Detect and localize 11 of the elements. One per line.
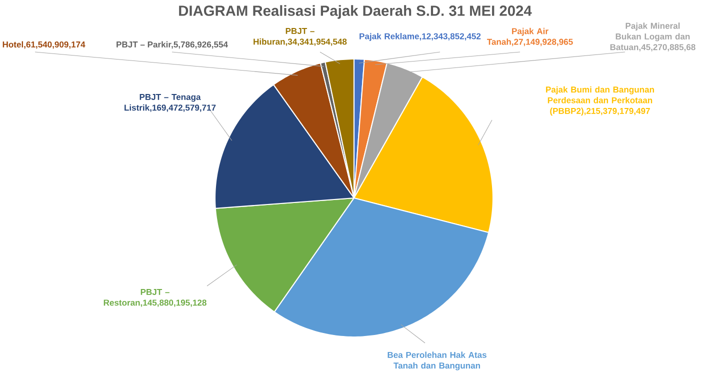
slice-label: PBJT – Tenaga Listrik,169,472,579,717 [124, 94, 216, 112]
slice-label: Bea Perolehan Hak Atas Tanah dan Bangunan [388, 352, 486, 370]
slice-label: Pajak Bumi dan Bangunan Perdesaan dan Perkotaan (PBBP2),215,379,179,497 [546, 86, 654, 116]
slice-label: Pajak Mineral Bukan Logam dan Batuan,45,270,885,68 [610, 22, 696, 52]
slice-label: Pajak Reklame,12,343,852,452 [360, 33, 481, 41]
slice-label: PBJT – Restoran,145,880,195,128 [104, 289, 206, 307]
chart-title: DIAGRAM Realisasi Pajak Daerah S.D. 31 MEI 2024 [179, 5, 532, 19]
slice-label: PBJT – Parkir,5,786,926,554 [116, 41, 228, 49]
slice-label: Hotel,61,540,909,174 [2, 41, 86, 49]
slice-label: PBJT – Hiburan,34,341,954,548 [254, 28, 347, 46]
slice-label: Pajak Air Tanah,27,149,928,965 [487, 28, 573, 46]
